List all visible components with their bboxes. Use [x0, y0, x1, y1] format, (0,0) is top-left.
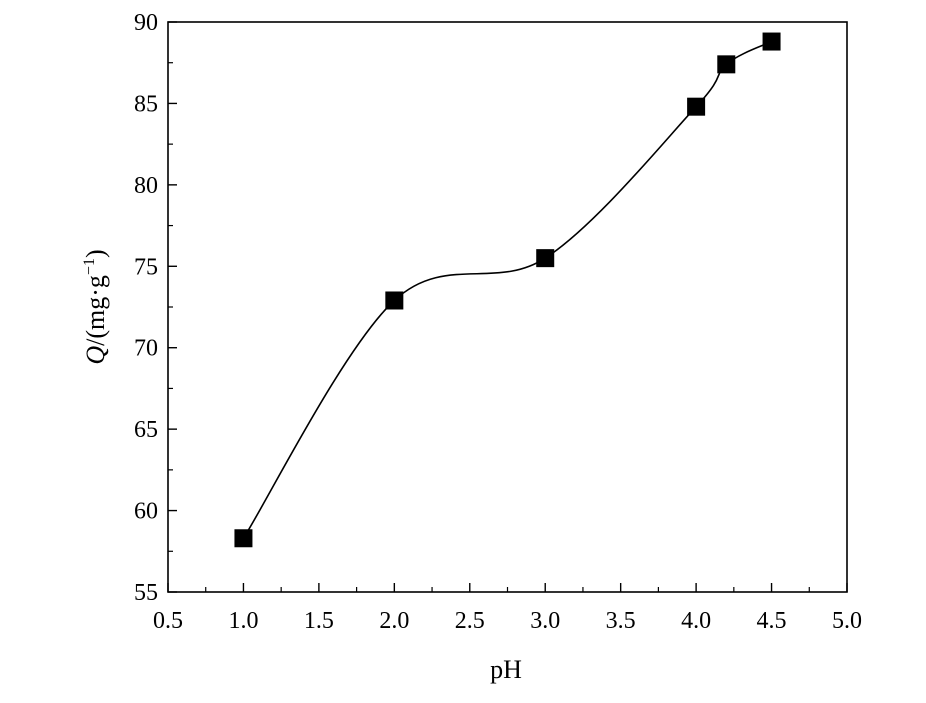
- data-point: [234, 529, 253, 548]
- series-line: [242, 40, 772, 539]
- y-tick-label: 90: [134, 10, 158, 36]
- plot-border: [167, 21, 848, 593]
- x-tick-label: 2.5: [455, 608, 485, 634]
- data-point: [762, 32, 781, 51]
- data-point: [717, 55, 736, 74]
- y-axis-title-close: ): [81, 249, 110, 258]
- x-tick-label: 3.5: [606, 608, 636, 634]
- y-tick-label: 80: [134, 173, 158, 199]
- x-tick-label: 2.0: [379, 608, 409, 634]
- x-tick-label: 0.5: [153, 608, 183, 634]
- x-axis-title: pH: [490, 655, 522, 684]
- data-point: [687, 97, 706, 116]
- y-tick-label: 55: [134, 580, 158, 606]
- y-tick-label: 60: [134, 499, 158, 525]
- y-axis-title-symbol: Q: [81, 346, 110, 365]
- data-point: [536, 249, 555, 268]
- y-axis: 55 60 65 70 75 80 85 90: [134, 10, 177, 606]
- y-tick-label: 85: [134, 91, 158, 117]
- x-tick-label: 3.0: [530, 608, 560, 634]
- y-tick-label: 70: [134, 336, 158, 362]
- y-tick-label: 75: [134, 254, 158, 280]
- data-point: [385, 291, 404, 310]
- x-tick-label: 4.5: [757, 608, 787, 634]
- series-markers: [234, 32, 781, 548]
- x-tick-label: 1.5: [304, 608, 334, 634]
- y-axis-title: Q/(mg·g−1): [81, 249, 110, 364]
- x-tick-label: 5.0: [832, 608, 862, 634]
- x-tick-label: 4.0: [681, 608, 711, 634]
- y-axis-title-unit: /(mg·g: [81, 275, 110, 346]
- y-axis-title-exponent: −1: [81, 258, 98, 275]
- y-tick-label: 65: [134, 417, 158, 443]
- plot-frame: [167, 21, 848, 593]
- x-tick-label: 1.0: [228, 608, 258, 634]
- x-axis: 0.5 1.0 1.5 2.0 2.5 3.0 3.5 4.0 4.5 5.0: [153, 583, 862, 634]
